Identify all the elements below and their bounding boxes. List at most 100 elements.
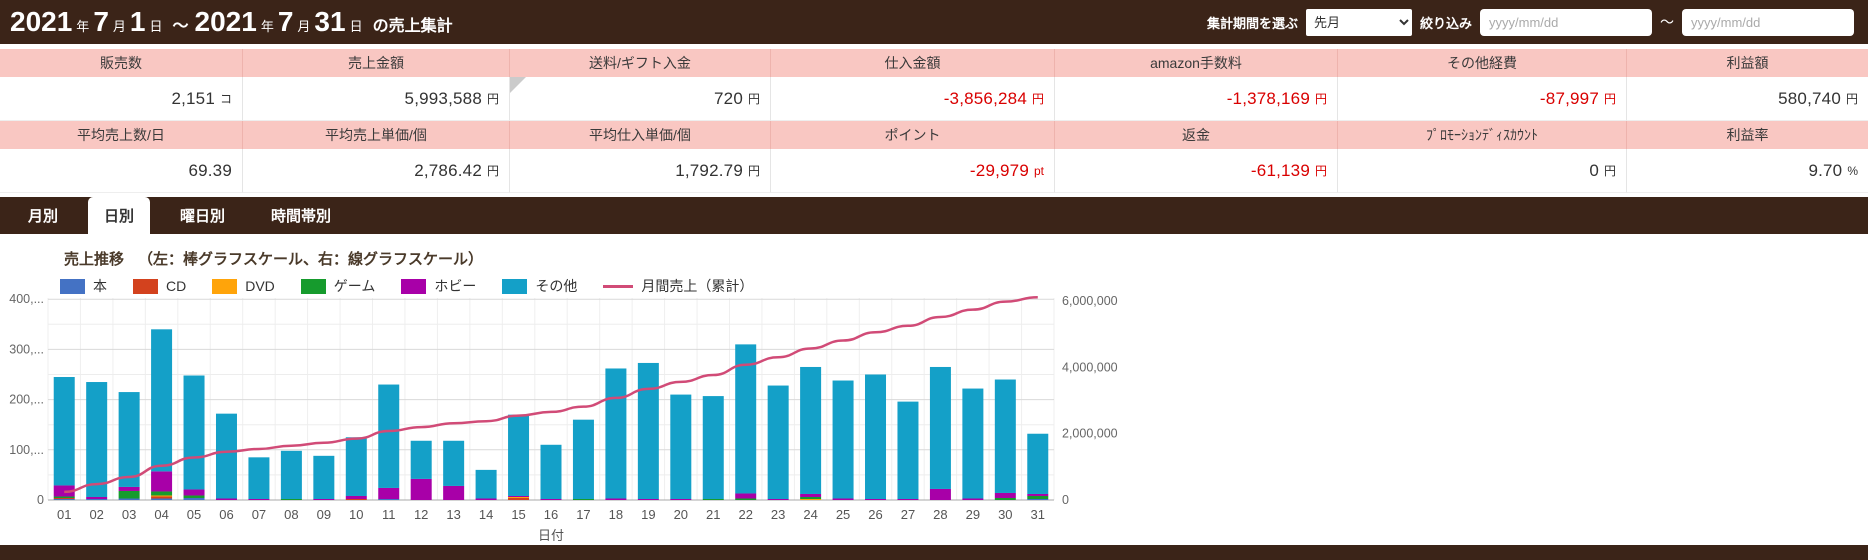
title-segment: ～ xyxy=(172,18,189,35)
x-axis-tick: 23 xyxy=(771,507,785,522)
x-axis-tick: 05 xyxy=(187,507,201,522)
bar-segment-04 xyxy=(151,495,173,497)
x-axis-title: 日付 xyxy=(538,528,564,542)
left-axis-tick: 300,... xyxy=(9,342,44,356)
bar-segment-02 xyxy=(86,496,108,499)
legend-item-line[interactable]: 月間売上（累計） xyxy=(603,276,753,296)
bar-segment-09 xyxy=(313,498,335,500)
title-segment: 2021 xyxy=(194,6,257,37)
title-segment: 31 xyxy=(314,6,346,37)
bar-segment-25 xyxy=(832,380,854,499)
summary-value-unit: コ xyxy=(219,92,232,106)
summary-value-number: 9.70 xyxy=(1808,160,1843,180)
bar-segment-04 xyxy=(151,498,173,500)
x-axis-tick: 04 xyxy=(154,507,168,522)
chart-section: 売上推移 （左：棒グラフスケール、右：線グラフスケール） 本 CD DVD ゲーム ホビー… xyxy=(0,234,1868,546)
summary-value-cell: -1,378,169 円 xyxy=(1055,77,1338,121)
summary-value-unit: 円 xyxy=(1314,164,1327,178)
legend-item[interactable]: ホビー xyxy=(401,276,476,296)
summary-value-number: 0 xyxy=(1589,160,1599,180)
summary-value-unit: pt xyxy=(1033,163,1044,178)
vertical-gridlines xyxy=(47,298,1055,500)
bar-segment-11 xyxy=(378,384,400,488)
title-segment: 7 xyxy=(277,6,294,37)
title-segment: 日 xyxy=(349,19,363,34)
bar-segment-06 xyxy=(215,498,237,500)
chart-legend: 本 CD DVD ゲーム ホビー その他 月間売上（累計） xyxy=(60,276,753,296)
bar-segment-21 xyxy=(702,396,724,499)
bar-segment-15 xyxy=(508,414,530,496)
x-axis-labels: 01 02 03 04 05 06 07 08 09 10 11 12 13 14 15 16 17 18 19 20… xyxy=(57,507,1045,522)
bar-segment-13 xyxy=(443,440,465,486)
legend-item[interactable]: ゲーム xyxy=(300,276,376,296)
cell-corner-marker xyxy=(510,77,526,93)
title-segment: 年 xyxy=(76,19,90,34)
bar-segment-26 xyxy=(865,374,887,499)
tab-by-hour[interactable]: 時間帯別 xyxy=(271,208,332,225)
title-segment: 年 xyxy=(260,19,274,34)
summary-value-number: 580,740 xyxy=(1778,88,1841,108)
summary-value-number: -1,378,169 xyxy=(1226,88,1310,108)
period-select[interactable]: 先月 xyxy=(1305,8,1412,36)
tab-daily[interactable]: 日別 xyxy=(88,197,151,234)
bar-segment-25 xyxy=(832,498,854,500)
bar-segment-13 xyxy=(443,485,465,500)
x-axis-tick: 31 xyxy=(1031,507,1045,522)
summary-value-number: -3,856,284 xyxy=(943,88,1027,108)
tab-monthly[interactable]: 月別 xyxy=(28,208,59,225)
bar-segment-29 xyxy=(962,498,984,500)
right-axis-tick: 2,000,000 xyxy=(1062,427,1118,441)
bar-segment-22 xyxy=(735,344,757,494)
summary-table: 販売数 売上金額 送料/ギフト入金 仕入金額 amazon手数料 その他経費 利益額 2,15… xyxy=(0,49,1868,193)
bar-segment-04 xyxy=(151,329,173,472)
summary-value-cell: -3,856,284 円 xyxy=(771,77,1055,121)
x-axis-tick: 09 xyxy=(317,507,331,522)
legend-item[interactable]: CD xyxy=(133,278,186,294)
summary-header-cell: 平均仕入単価/個 xyxy=(510,121,771,149)
summary-value-cell: 2,151 コ xyxy=(0,77,243,121)
left-axis-tick: 200,... xyxy=(9,393,44,407)
right-axis-labels: 0 2,000,000 4,000,000 6,000,000 xyxy=(1062,294,1118,507)
x-axis-tick: 29 xyxy=(966,507,980,522)
summary-value-unit: 円 xyxy=(486,164,499,178)
legend-item[interactable]: その他 xyxy=(502,276,577,296)
left-axis-tick: 100,... xyxy=(9,443,44,457)
bar-segment-18 xyxy=(605,498,627,500)
bar-segment-03 xyxy=(118,486,140,491)
summary-header-cell: 送料/ギフト入金 xyxy=(510,49,771,77)
header-controls: 集計期間を選ぶ 先月 絞り込み ～ xyxy=(1207,8,1854,36)
bar-segment-02 xyxy=(86,382,108,497)
bar-segment-31 xyxy=(1027,495,1049,499)
x-axis-tick: 25 xyxy=(836,507,850,522)
summary-value-cell: -29,979 pt xyxy=(771,149,1055,193)
legend-item[interactable]: DVD xyxy=(212,278,275,294)
summary-header-cell: 平均売上単価/個 xyxy=(243,121,510,149)
summary-value-unit: 円 xyxy=(747,92,760,106)
legend-item[interactable]: 本 xyxy=(60,276,107,296)
date-from-input[interactable] xyxy=(1480,8,1652,36)
bar-segment-11 xyxy=(378,487,400,499)
summary-value-number: 720 xyxy=(714,88,743,108)
date-to-input[interactable] xyxy=(1682,8,1854,36)
x-axis-tick: 18 xyxy=(609,507,623,522)
bar-segment-01 xyxy=(53,496,75,498)
bar-segment-31 xyxy=(1027,433,1049,494)
bar-segment-02 xyxy=(86,498,108,500)
bar-segment-19 xyxy=(637,498,659,500)
bar-segment-05 xyxy=(183,495,205,498)
tab-by-weekday[interactable]: 曜日別 xyxy=(180,208,226,225)
legend-line-swatch xyxy=(603,284,634,288)
bar-segment-28 xyxy=(929,366,951,489)
legend-label: DVD xyxy=(245,278,275,294)
summary-header-cell: 返金 xyxy=(1055,121,1338,149)
x-axis-tick: 28 xyxy=(933,507,947,522)
bar-segment-26 xyxy=(865,498,887,500)
summary-header-cell: 販売数 xyxy=(0,49,243,77)
x-axis-tick: 27 xyxy=(901,507,915,522)
legend-label: ゲーム xyxy=(333,278,376,294)
summary-header-row: 販売数 売上金額 送料/ギフト入金 仕入金額 amazon手数料 その他経費 利益額 xyxy=(0,49,1868,77)
bar-segment-05 xyxy=(183,489,205,496)
legend-label: ホビー xyxy=(434,278,477,294)
cumulative-line xyxy=(64,296,1038,494)
bar-segment-10 xyxy=(345,498,367,500)
